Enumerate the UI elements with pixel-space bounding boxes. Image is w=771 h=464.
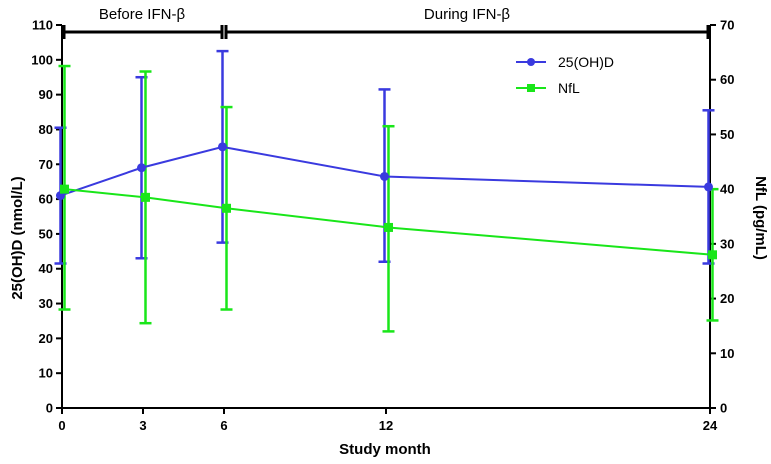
labels-layer: 0102030405060708090100110010203040506070… bbox=[31, 18, 734, 434]
y-right-tick-label: 50 bbox=[720, 127, 734, 142]
x-tick-label: 24 bbox=[703, 418, 718, 433]
y-right-tick-label: 40 bbox=[720, 182, 734, 197]
x-tick-label: 12 bbox=[379, 418, 393, 433]
legend-marker-nfl bbox=[527, 84, 535, 92]
y-axis-left-title: 25(OH)D (nmol/L) bbox=[9, 176, 26, 299]
y-left-tick-label: 110 bbox=[32, 18, 53, 33]
axes-layer bbox=[56, 24, 716, 414]
period-label-before: Before IFN-β bbox=[99, 6, 186, 23]
y-right-tick-label: 20 bbox=[720, 291, 734, 306]
point-nfl bbox=[384, 222, 393, 232]
y-left-tick-label: 10 bbox=[39, 366, 53, 381]
x-tick-label: 3 bbox=[139, 418, 146, 433]
y-right-tick-label: 70 bbox=[720, 18, 734, 33]
x-axis-title: Study month bbox=[339, 441, 431, 458]
legend-label-nfl: NfL bbox=[558, 80, 580, 96]
point-25ohd bbox=[704, 182, 713, 192]
x-tick-label: 6 bbox=[220, 418, 227, 433]
x-tick-label: 0 bbox=[58, 418, 65, 433]
y-left-tick-label: 60 bbox=[39, 192, 53, 207]
y-left-tick-label: 90 bbox=[39, 87, 53, 102]
y-left-tick-label: 50 bbox=[39, 226, 53, 241]
point-nfl bbox=[222, 203, 231, 213]
markers-layer bbox=[56, 142, 717, 260]
y-right-tick-label: 60 bbox=[720, 72, 734, 87]
point-25ohd bbox=[218, 142, 227, 152]
period-label-during: During IFN-β bbox=[424, 6, 511, 23]
point-25ohd bbox=[380, 171, 389, 181]
error-bars-layer bbox=[54, 49, 719, 333]
point-nfl bbox=[60, 184, 69, 194]
y-left-tick-label: 0 bbox=[46, 401, 53, 416]
point-25ohd bbox=[137, 163, 146, 173]
y-right-tick-label: 0 bbox=[720, 401, 727, 416]
y-left-tick-label: 100 bbox=[31, 52, 53, 67]
y-axis-right-title: NfL (pg/mL) bbox=[752, 176, 769, 260]
y-left-tick-label: 40 bbox=[39, 261, 53, 276]
y-left-tick-label: 70 bbox=[39, 157, 53, 172]
y-left-tick-label: 30 bbox=[39, 296, 53, 311]
legend-label-25ohd: 25(OH)D bbox=[558, 54, 614, 70]
series-layer bbox=[60, 145, 713, 256]
y-left-tick-label: 80 bbox=[39, 122, 53, 137]
y-right-tick-label: 10 bbox=[720, 346, 734, 361]
point-nfl bbox=[141, 192, 150, 202]
y-left-tick-label: 20 bbox=[39, 331, 53, 346]
y-right-tick-label: 30 bbox=[720, 236, 734, 251]
legend-marker-25ohd bbox=[527, 58, 535, 66]
legend: 25(OH)D NfL bbox=[516, 54, 614, 96]
point-nfl bbox=[708, 250, 717, 260]
